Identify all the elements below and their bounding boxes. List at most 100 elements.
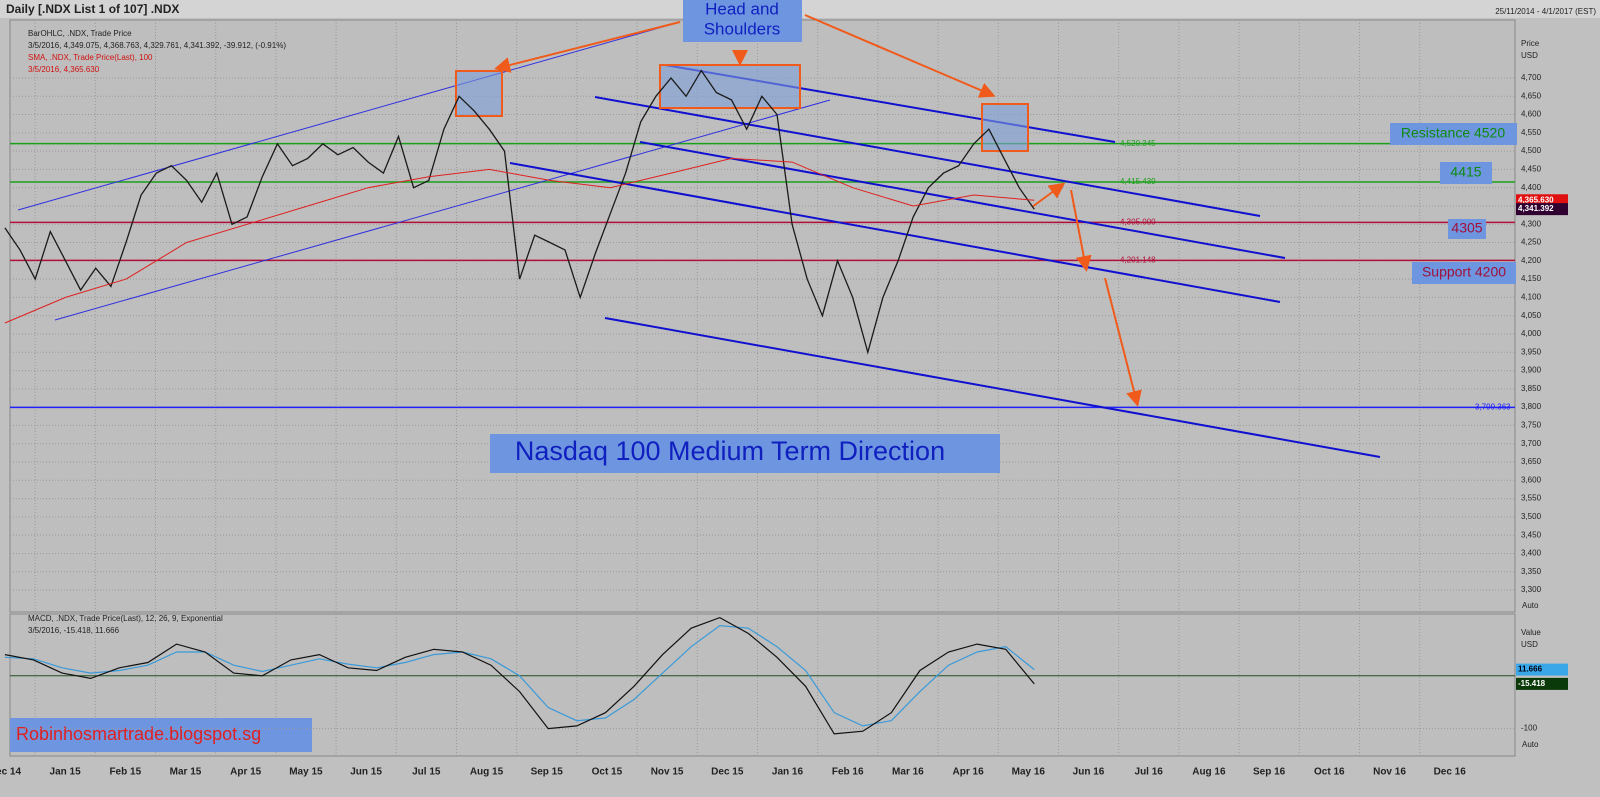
trend-line — [604, 317, 1381, 458]
value-tag — [1516, 663, 1568, 676]
value-tag-label: 11.666 — [1518, 665, 1543, 674]
annotation: 4305 — [1451, 220, 1482, 236]
x-tick-label: May 15 — [289, 767, 323, 778]
x-tick-label: Oct 15 — [592, 767, 623, 778]
x-tick-label: Apr 16 — [953, 767, 985, 778]
x-tick-label: Jan 15 — [50, 767, 82, 778]
y-tick-label: 4,300 — [1521, 219, 1542, 228]
pattern-box — [981, 103, 1029, 152]
trend-line — [509, 162, 1281, 303]
x-tick-label: Jun 15 — [350, 767, 382, 778]
x-tick-label: Sep 15 — [531, 767, 564, 778]
y-tick-label: 4,400 — [1521, 183, 1542, 192]
y-tick-label: 4,700 — [1521, 73, 1542, 82]
pattern-box — [455, 70, 503, 117]
x-tick-label: Sep 16 — [1253, 767, 1286, 778]
arrow — [494, 21, 681, 73]
annotation: Nasdaq 100 Medium Term Direction — [515, 436, 945, 466]
y-tick-label: 3,750 — [1521, 421, 1542, 430]
auto-button[interactable]: Auto — [1522, 740, 1539, 749]
arrow — [1031, 182, 1066, 208]
label-box — [1448, 219, 1486, 239]
legend: MACD, .NDX, Trade Price(Last), 12, 26, 9… — [28, 614, 223, 623]
x-tick-label: Jul 16 — [1135, 767, 1164, 778]
y-tick-label: 4,050 — [1521, 311, 1542, 320]
x-tick-label: Oct 16 — [1314, 767, 1345, 778]
price-tag — [1516, 203, 1568, 216]
arrow — [1070, 189, 1092, 272]
y-tick-label: 4,150 — [1521, 274, 1542, 283]
chart-title: Daily [.NDX List 1 of 107] .NDX — [6, 2, 179, 16]
axis-title: USD — [1521, 51, 1538, 60]
x-tick-label: Jan 16 — [772, 767, 804, 778]
y-tick-label: 3,300 — [1521, 585, 1542, 594]
y-tick-label: 3,900 — [1521, 366, 1542, 375]
value-tag — [1516, 677, 1568, 690]
axis-title: Value — [1521, 628, 1541, 637]
x-tick-label: Dec 14 — [0, 767, 21, 778]
x-tick-label: Aug 15 — [470, 767, 504, 778]
label-box — [1390, 123, 1517, 145]
trend-line — [639, 141, 1286, 259]
sma-line — [4, 157, 1035, 324]
macd-line — [4, 616, 1035, 735]
legend: 3/5/2016, -15.418, 11.666 — [28, 626, 120, 635]
arrow — [1104, 277, 1142, 407]
x-tick-label: Feb 15 — [109, 767, 141, 778]
y-tick-label: 3,450 — [1521, 530, 1542, 539]
x-tick-label: Nov 15 — [651, 767, 684, 778]
price-line — [4, 69, 1035, 355]
x-tick-label: Apr 15 — [230, 767, 262, 778]
legend: BarOHLC, .NDX, Trade Price — [28, 29, 132, 38]
y-tick-label: 4,450 — [1521, 165, 1542, 174]
x-tick-label: Mar 16 — [892, 767, 924, 778]
y-tick-label: 3,350 — [1521, 567, 1542, 576]
date-range: 25/11/2014 - 4/1/2017 (EST) — [1495, 7, 1596, 16]
auto-button[interactable]: Auto — [1522, 601, 1539, 610]
y-tick-label: 4,500 — [1521, 146, 1542, 155]
x-tick-label: Dec 15 — [711, 767, 744, 778]
y-tick-label: 3,800 — [1521, 402, 1542, 411]
annotation: Support 4200 — [1422, 264, 1506, 280]
level-label: 4,305.000 — [1120, 218, 1156, 227]
y-tick-label: 3,550 — [1521, 494, 1542, 503]
x-tick-label: Aug 16 — [1192, 767, 1226, 778]
legend: 3/5/2016, 4,365.630 — [28, 65, 100, 74]
y-tick-label: 3,700 — [1521, 439, 1542, 448]
arrow — [804, 14, 996, 98]
y-tick-label: 4,000 — [1521, 329, 1542, 338]
legend: SMA, .NDX, Trade Price(Last), 100 — [28, 53, 153, 62]
axis-title: Price — [1521, 39, 1540, 48]
annotation: Shoulders — [704, 19, 781, 38]
pattern-box — [659, 64, 801, 109]
y-tick-label: 3,400 — [1521, 549, 1542, 558]
level-label: 3,799.363 — [1475, 402, 1511, 411]
trend-line — [594, 96, 1261, 217]
y-tick-label: 3,950 — [1521, 347, 1542, 356]
x-tick-label: Jul 15 — [412, 767, 441, 778]
price-tag-label: 4,341.392 — [1518, 204, 1554, 213]
arrows — [494, 14, 1142, 407]
x-tick-label: Feb 16 — [832, 767, 864, 778]
axis-title: USD — [1521, 640, 1538, 649]
y-tick-label: 3,500 — [1521, 512, 1542, 521]
y-tick-label: 4,200 — [1521, 256, 1542, 265]
x-tick-label: Dec 16 — [1434, 767, 1467, 778]
y-tick-label: 4,600 — [1521, 110, 1542, 119]
level-label: 4,520.345 — [1120, 139, 1156, 148]
trend-line — [17, 21, 681, 211]
x-tick-label: Nov 16 — [1373, 767, 1406, 778]
annotation: 4415 — [1450, 164, 1481, 180]
x-tick-label: Jun 16 — [1073, 767, 1105, 778]
y-tick-label: 3,600 — [1521, 475, 1542, 484]
x-tick-label: May 16 — [1012, 767, 1046, 778]
signal-line — [4, 624, 1035, 727]
y-tick-label: 3,850 — [1521, 384, 1542, 393]
annotation: Resistance 4520 — [1401, 125, 1506, 141]
value-tag-label: -15.418 — [1518, 679, 1546, 688]
label-box — [683, 0, 802, 42]
y-tick-label: 4,650 — [1521, 91, 1542, 100]
y-tick-label: -100 — [1521, 724, 1538, 733]
label-box — [1440, 162, 1492, 184]
